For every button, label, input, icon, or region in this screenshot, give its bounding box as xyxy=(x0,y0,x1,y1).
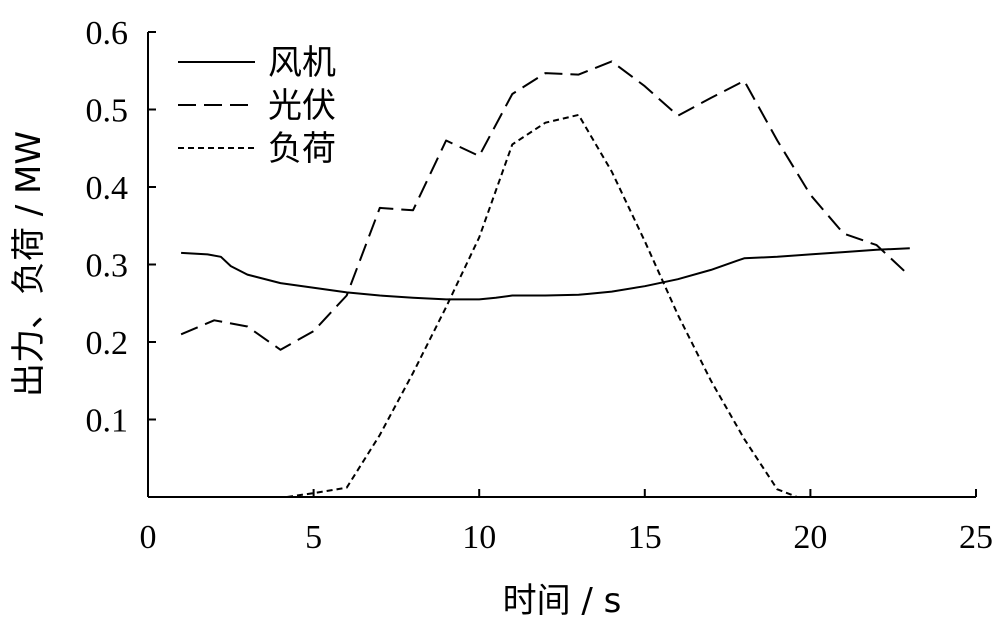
legend-label: 负荷 xyxy=(268,129,336,169)
y-tick-label: 0.2 xyxy=(86,325,129,362)
x-tick-label: 0 xyxy=(140,519,157,556)
y-tick-label: 0.5 xyxy=(86,93,129,130)
x-tick-label: 5 xyxy=(305,519,322,556)
x-tick-label: 20 xyxy=(793,519,827,556)
legend-label: 光伏 xyxy=(268,86,336,126)
x-axis-title: 时间 / s xyxy=(503,581,622,621)
series-layer xyxy=(180,60,911,498)
series-line-1 xyxy=(180,60,911,351)
series-line-2 xyxy=(286,113,910,498)
x-tick-label: 25 xyxy=(959,519,993,556)
x-tick-label: 15 xyxy=(628,519,662,556)
y-tick-label: 0.3 xyxy=(86,248,129,285)
legend-label: 风机 xyxy=(268,43,336,83)
y-tick-label: 0.6 xyxy=(86,15,129,52)
x-tick-label: 10 xyxy=(462,519,496,556)
y-axis-title: 出力、负荷 / MW xyxy=(9,131,49,397)
ticks-layer: 0 5 10 15 20 25 0.1 0.2 0.3 0.4 0.5 0.6 xyxy=(86,15,994,556)
y-tick-label: 0.1 xyxy=(86,403,129,440)
y-tick-label: 0.4 xyxy=(86,170,129,207)
series-line-0 xyxy=(181,247,910,301)
